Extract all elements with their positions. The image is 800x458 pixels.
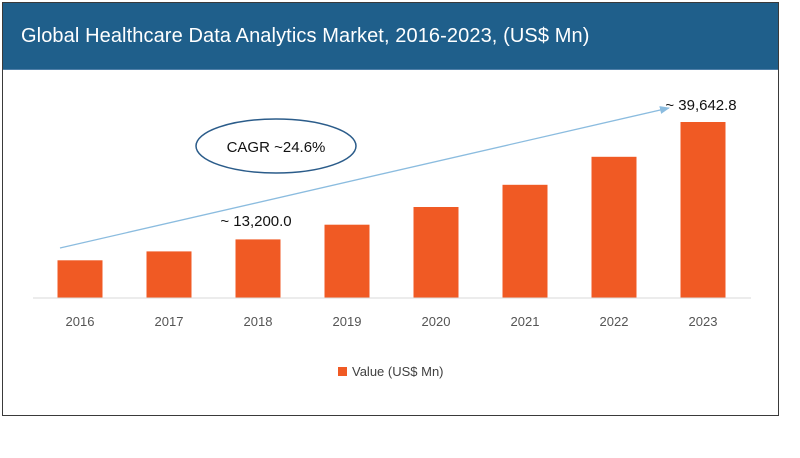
chart-frame: Global Healthcare Data Analytics Market,… [2, 2, 779, 416]
bar-2016 [57, 260, 103, 298]
legend-label: Value (US$ Mn) [352, 364, 444, 379]
x-tick-label-2022: 2022 [600, 314, 629, 329]
bar-2017 [146, 251, 192, 298]
page-title: Global Healthcare Data Analytics Market,… [21, 25, 590, 47]
x-tick-label-2018: 2018 [244, 314, 273, 329]
x-tick-labels: 2016 2017 2018 2019 2020 2021 2022 2023 [66, 314, 718, 329]
x-tick-label-2020: 2020 [422, 314, 451, 329]
bar-2021 [502, 184, 548, 298]
bar-2018 [235, 239, 281, 298]
data-label-2018: ~ 13,200.0 [220, 213, 291, 230]
legend: Value (US$ Mn) [338, 364, 444, 379]
bar-chart: 2016 2017 2018 2019 2020 2021 2022 2023 CAGR ~2… [33, 97, 751, 379]
bar-2022 [591, 156, 637, 298]
bars-layer [57, 122, 726, 298]
x-tick-label-2021: 2021 [511, 314, 540, 329]
x-tick-label-2023: 2023 [689, 314, 718, 329]
cagr-ellipse [195, 118, 357, 174]
x-tick-label-2019: 2019 [333, 314, 362, 329]
cagr-trend-arrow [59, 106, 670, 249]
x-tick-label-2017: 2017 [155, 314, 184, 329]
x-tick-label-2016: 2016 [66, 314, 95, 329]
bar-2023 [680, 122, 726, 298]
cagr-label: CAGR ~24.6% [227, 139, 326, 156]
bar-2019 [324, 224, 370, 298]
legend-swatch [338, 367, 347, 376]
bar-2020 [413, 207, 459, 298]
data-label-2023: ~ 39,642.8 [665, 97, 736, 114]
title-bar: Global Healthcare Data Analytics Market,… [3, 3, 778, 70]
